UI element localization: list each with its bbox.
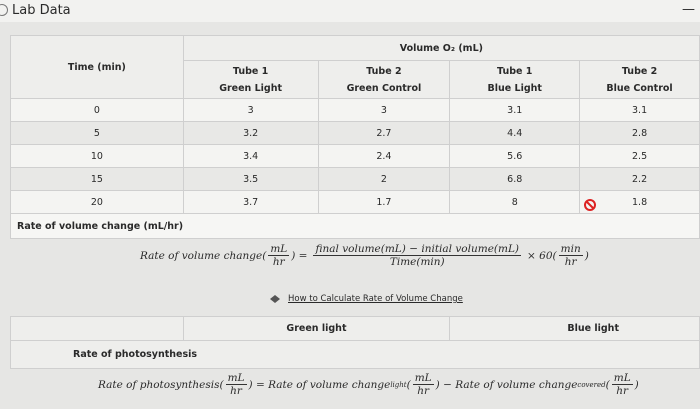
f2-unit-num-2: mL bbox=[611, 372, 633, 385]
cell: 3.7 bbox=[182, 190, 319, 214]
photo-row-label: Rate of photosynthesis bbox=[10, 340, 700, 369]
f1-den: Time(min) bbox=[389, 256, 445, 268]
f1-lhs: Rate of volume change( bbox=[140, 249, 267, 262]
link-text[interactable]: How to Calculate Rate of Volume Change bbox=[288, 294, 463, 304]
f2-lhs: Rate of photosynthesis( bbox=[98, 378, 224, 391]
f1-eq: ) = bbox=[291, 249, 308, 262]
formula-2: Rate of photosynthesis( mL hr ) = Rate of… bbox=[98, 372, 639, 397]
column-condition: Blue Light bbox=[487, 82, 542, 94]
col-green: Green light bbox=[182, 316, 451, 341]
f2-close-2: ) bbox=[634, 378, 639, 391]
time-cell: 0 bbox=[10, 98, 184, 122]
f1-conv-den: hr bbox=[564, 256, 577, 268]
group-header: Volume O₂ (mL) bbox=[182, 35, 700, 61]
f1-unit-den: hr bbox=[272, 256, 285, 268]
no-icon bbox=[584, 199, 596, 211]
f1-unit-num: mL bbox=[268, 243, 290, 256]
cell: 2 bbox=[317, 167, 451, 191]
f2-sub-1: light bbox=[390, 380, 407, 389]
cell: 3.2 bbox=[182, 121, 319, 145]
f2-unit-den-2: hr bbox=[616, 385, 629, 397]
time-cell: 20 bbox=[10, 190, 184, 214]
cell: 6.8 bbox=[449, 167, 581, 191]
f2-unit-num-1: mL bbox=[412, 372, 434, 385]
cell: 3 bbox=[317, 98, 451, 122]
f2-unit-num: mL bbox=[225, 372, 247, 385]
title-bar: Lab Data — bbox=[0, 0, 700, 22]
cell: 2.5 bbox=[579, 144, 700, 168]
data-row: 15 3.5 2 6.8 2.2 bbox=[10, 167, 700, 191]
column-header: Tube 1 Green Light bbox=[182, 60, 319, 99]
cell: 1.8 bbox=[579, 190, 700, 214]
f2-close-1: ) − Rate of volume change bbox=[435, 378, 578, 391]
formula-1: Rate of volume change( mL hr ) = final vo… bbox=[140, 243, 589, 268]
cell: 2.7 bbox=[317, 121, 451, 145]
column-name: Tube 1 bbox=[497, 65, 533, 77]
link-icon bbox=[270, 295, 280, 303]
data-table: Time (min) Volume O₂ (mL) Tube 1 Green Li… bbox=[10, 35, 700, 239]
column-header: Tube 1 Blue Light bbox=[449, 60, 581, 99]
column-name: Tube 1 bbox=[232, 65, 269, 77]
column-header: Tube 2 Blue Control bbox=[579, 60, 700, 99]
time-cell: 5 bbox=[10, 121, 184, 145]
cell: 3.4 bbox=[182, 144, 319, 168]
f2-eq: ) = Rate of volume change bbox=[248, 378, 391, 391]
time-header: Time (min) bbox=[10, 35, 184, 99]
f2-unit-den-1: hr bbox=[417, 385, 430, 397]
cell: 2.4 bbox=[317, 144, 451, 168]
time-cell: 10 bbox=[10, 144, 184, 168]
collapse-icon[interactable] bbox=[0, 4, 8, 16]
f2-sub-2: covered bbox=[577, 380, 606, 389]
cell: 5.6 bbox=[449, 144, 581, 168]
f1-conv-num: min bbox=[558, 243, 583, 256]
help-link[interactable]: How to Calculate Rate of Volume Change bbox=[270, 294, 463, 304]
f2-unit-den: hr bbox=[230, 385, 242, 397]
cell: 3.1 bbox=[579, 98, 700, 122]
data-row: 0 3 3 3.1 3.1 bbox=[10, 98, 700, 122]
cell: 3.1 bbox=[449, 98, 581, 122]
photo-table: Green light Blue light Rate of photosynth… bbox=[10, 316, 700, 369]
column-condition: Blue Control bbox=[606, 82, 673, 94]
rate-label: Rate of volume change (mL/hr) bbox=[10, 213, 700, 239]
f1-mult: × 60( bbox=[527, 249, 557, 262]
title: Lab Data bbox=[12, 3, 71, 18]
column-condition: Green Control bbox=[346, 82, 422, 94]
cell: 2.2 bbox=[579, 167, 700, 191]
column-condition: Green Light bbox=[219, 82, 283, 94]
column-header: Tube 2 Green Control bbox=[317, 60, 451, 99]
data-row: 20 3.7 1.7 8 1.8 bbox=[10, 190, 700, 214]
data-row: 5 3.2 2.7 4.4 2.8 bbox=[10, 121, 700, 145]
cell: 3.5 bbox=[182, 167, 319, 191]
cell: 1.7 bbox=[317, 190, 451, 214]
column-name: Tube 2 bbox=[366, 65, 402, 77]
f2-open-2: ( bbox=[605, 378, 610, 391]
minimize[interactable]: — bbox=[682, 2, 695, 17]
cell: 4.4 bbox=[449, 121, 581, 145]
cell: 8 bbox=[449, 190, 581, 214]
cell: 2.8 bbox=[579, 121, 700, 145]
data-row: 10 3.4 2.4 5.6 2.5 bbox=[10, 144, 700, 168]
column-name: Tube 2 bbox=[621, 65, 658, 77]
cell: 3 bbox=[182, 98, 319, 122]
f2-open-1: ( bbox=[406, 378, 411, 391]
f1-close: ) bbox=[584, 249, 589, 262]
time-cell: 15 bbox=[10, 167, 184, 191]
col-blue: Blue light bbox=[449, 316, 700, 341]
f1-num: final volume(mL) − initial volume(mL) bbox=[313, 243, 522, 256]
